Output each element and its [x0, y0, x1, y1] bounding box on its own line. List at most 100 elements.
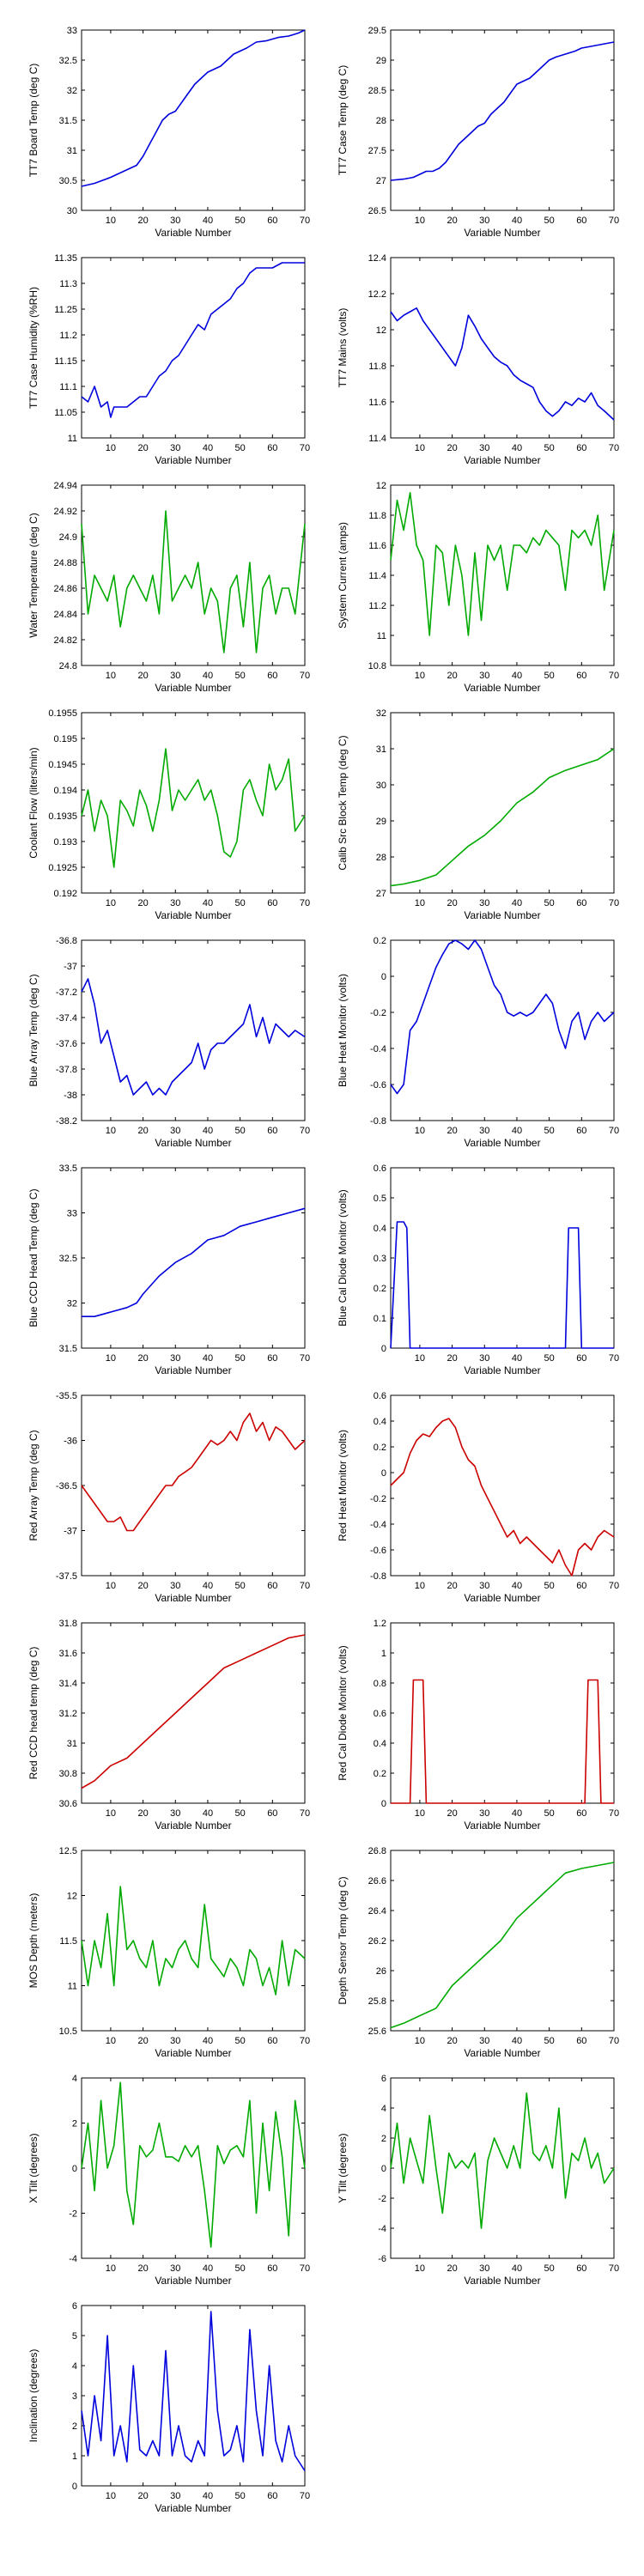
x-tick-label: 20: [447, 1126, 457, 1136]
y-tick-label: 31.8: [59, 1619, 77, 1629]
x-tick-label: 40: [203, 2036, 213, 2046]
y-tick-label: -0.8: [370, 1116, 386, 1127]
x-tick-label: 30: [170, 1808, 180, 1819]
x-axis-label: Variable Number: [155, 682, 231, 694]
x-axis-label: Variable Number: [464, 1364, 540, 1376]
x-tick-label: 30: [170, 671, 180, 681]
x-tick-label: 40: [203, 1808, 213, 1819]
x-tick-label: 10: [106, 2263, 116, 2274]
y-tick-label: -0.4: [370, 1044, 386, 1054]
y-tick-label: -0.6: [370, 1080, 386, 1091]
plot-frame: [81, 29, 306, 211]
y-tick-label: 0.5: [374, 1194, 386, 1204]
chart-panel-18: 10 20 30 40 50 60 70 -4 -2 0 2 4 Variable Number X Ti…: [27, 2074, 310, 2287]
y-tick-label: 1.2: [374, 1619, 386, 1629]
y-tick-label: 26.6: [368, 1876, 386, 1886]
y-tick-label: 29: [376, 56, 386, 66]
x-tick-label: 60: [267, 2263, 277, 2274]
y-tick-label: 26.2: [368, 1936, 386, 1947]
x-tick-label: 30: [479, 2036, 489, 2046]
series-line-0: [81, 2081, 306, 2248]
x-tick-label: 20: [137, 1353, 148, 1364]
x-tick-label: 20: [137, 2263, 148, 2274]
y-axis-label: Water Temperature (deg C): [27, 513, 39, 637]
y-axis-label: TT7 Board Temp (deg C): [27, 64, 39, 178]
x-tick-label: 10: [415, 2036, 425, 2046]
x-tick-label: 20: [447, 216, 457, 226]
chart-panel-10: 10 20 30 40 50 60 70 31.5 32 32.5 33 33.5 Variable N…: [27, 1163, 310, 1376]
x-tick-label: 10: [415, 2263, 425, 2274]
y-tick-label: 0.4: [374, 1224, 386, 1234]
x-tick-label: 50: [544, 1581, 555, 1591]
x-tick-label: 70: [300, 1808, 310, 1819]
series-line-0: [81, 1886, 306, 1996]
chart-panel-7: 10 20 30 40 50 60 70 27 28 29 30 31 32 Variable Numbe…: [337, 708, 619, 921]
chart-panel-20: 10 20 30 40 50 60 70 0 1 2 3 4 5 6 Variable Number Incl…: [27, 2301, 310, 2514]
y-tick-label: 0.1955: [48, 708, 77, 719]
y-tick-label: 28: [376, 116, 386, 126]
x-tick-label: 50: [544, 2036, 555, 2046]
x-axis-label: Variable Number: [464, 227, 540, 239]
y-tick-label: 32: [376, 708, 386, 719]
y-tick-label: 0.192: [53, 889, 77, 899]
y-axis-label: Calib Src Block Temp (deg C): [337, 735, 349, 870]
x-tick-label: 50: [235, 898, 246, 908]
x-tick-label: 70: [300, 898, 310, 908]
chart-panel-11: 10 20 30 40 50 60 70 0 0.1 0.2 0.3 0.4 0.5 0.6 Variabl…: [337, 1163, 619, 1376]
x-tick-label: 30: [170, 898, 180, 908]
x-tick-label: 30: [479, 1808, 489, 1819]
series-line-0: [81, 2311, 306, 2471]
x-tick-label: 40: [512, 1126, 522, 1136]
x-axis-label: Variable Number: [464, 2275, 540, 2287]
y-axis-label: Red Array Temp (deg C): [27, 1430, 39, 1540]
x-axis-label: Variable Number: [155, 1364, 231, 1376]
x-axis-label: Variable Number: [464, 2047, 540, 2059]
y-tick-label: 0: [381, 1799, 386, 1809]
series-line-0: [81, 1634, 306, 1789]
x-tick-label: 30: [170, 1126, 180, 1136]
x-tick-label: 60: [576, 443, 586, 453]
y-tick-label: 0.194: [53, 786, 77, 796]
x-axis-label: Variable Number: [464, 909, 540, 921]
y-tick-label: 12.5: [59, 1846, 77, 1856]
y-tick-label: 0.4: [374, 1739, 386, 1749]
x-tick-label: 50: [235, 1808, 246, 1819]
x-axis-label: Variable Number: [464, 1592, 540, 1604]
y-tick-label: -2: [378, 2194, 386, 2204]
x-axis-label: Variable Number: [155, 2275, 231, 2287]
y-tick-label: 0: [381, 2164, 386, 2174]
plot-frame: [390, 1850, 615, 2032]
y-tick-label: 11.4: [368, 571, 386, 581]
x-tick-label: 30: [170, 1353, 180, 1364]
y-tick-label: 0.6: [374, 1391, 386, 1401]
plot-frame: [81, 712, 306, 894]
y-tick-label: 0.2: [374, 936, 386, 946]
x-tick-label: 50: [544, 443, 555, 453]
x-tick-label: 30: [170, 2036, 180, 2046]
y-tick-label: 4: [72, 2074, 77, 2084]
y-tick-label: 31: [376, 744, 386, 755]
y-tick-label: 2: [72, 2421, 77, 2432]
x-tick-label: 10: [415, 1581, 425, 1591]
y-tick-label: 26.4: [368, 1906, 386, 1917]
y-tick-label: 0.4: [374, 1417, 386, 1427]
x-tick-label: 60: [576, 1808, 586, 1819]
y-tick-label: 0: [381, 972, 386, 982]
y-tick-label: 27: [376, 889, 386, 899]
y-tick-label: 11.1: [59, 382, 77, 392]
x-tick-label: 60: [267, 1808, 277, 1819]
x-tick-label: 70: [300, 1353, 310, 1364]
y-axis-label: Inclination (degrees): [27, 2349, 39, 2443]
x-tick-label: 30: [170, 2263, 180, 2274]
plot-frame: [390, 712, 615, 894]
y-axis-label: Blue Heat Monitor (volts): [337, 974, 349, 1087]
y-tick-label: 12.2: [368, 289, 386, 300]
series-line-0: [390, 41, 615, 181]
x-tick-label: 40: [203, 2263, 213, 2274]
y-tick-label: -35.5: [56, 1391, 77, 1401]
y-tick-label: 11: [68, 434, 77, 444]
x-tick-label: 30: [479, 1126, 489, 1136]
plot-frame: [81, 1394, 306, 1577]
y-tick-label: 25.8: [368, 1996, 386, 2007]
x-tick-label: 30: [170, 216, 180, 226]
